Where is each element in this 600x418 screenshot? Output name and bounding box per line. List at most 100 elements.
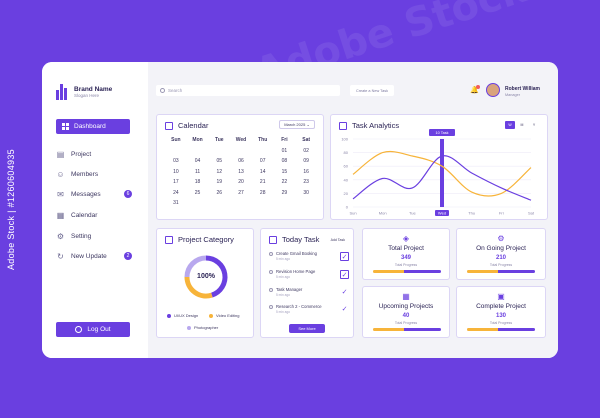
sidebar-item-label: Project: [71, 150, 92, 158]
weekday-label: Sat: [302, 137, 311, 143]
task-checkbox[interactable]: ✓: [340, 270, 349, 279]
calendar-day[interactable]: 30: [303, 189, 309, 196]
x-tick-label: Fri: [499, 211, 504, 216]
calendar-day[interactable]: 04: [194, 158, 201, 164]
calendar-day[interactable]: 15: [281, 168, 288, 175]
calendar-day[interactable]: 12: [216, 168, 223, 175]
sidebar-item-label: Setting: [71, 232, 92, 240]
logout-button[interactable]: Log Out: [56, 322, 130, 337]
add-task-button[interactable]: Add Task: [330, 238, 345, 242]
calendar-day[interactable]: 06: [238, 158, 244, 164]
calendar-day[interactable]: 13: [238, 168, 244, 175]
calendar-day[interactable]: 24: [173, 189, 179, 196]
calendar-day: [187, 148, 209, 154]
sidebar-item-members[interactable]: ☺ Members: [56, 168, 132, 180]
calendar-day[interactable]: 05: [216, 158, 223, 164]
calendar-day[interactable]: 21: [259, 179, 266, 185]
calendar-day[interactable]: 17: [173, 179, 179, 185]
analytics-title: Task Analytics: [339, 121, 399, 130]
sidebar-item-setting[interactable]: ⚙ Setting: [56, 230, 132, 242]
calendar-day[interactable]: 09: [303, 158, 309, 164]
sidebar-item-project[interactable]: ▤ Project: [56, 148, 132, 160]
calendar-day[interactable]: 31: [173, 200, 179, 206]
weekday-label: Mon: [192, 137, 203, 143]
sidebar: Brand Name Slogan Here Dashboard ▤ Proje…: [42, 62, 148, 358]
stat-title: On Going Project: [476, 245, 526, 252]
avatar[interactable]: [486, 83, 500, 97]
calendar-day[interactable]: 25: [194, 189, 201, 196]
calendar-day[interactable]: 10: [173, 168, 179, 175]
progress-bar: [373, 328, 441, 331]
calendar-day[interactable]: 02: [303, 147, 309, 154]
card-title-text: Task Analytics: [352, 121, 400, 130]
calendar-day[interactable]: 28: [259, 189, 266, 196]
y-tick-label: 40: [344, 177, 349, 182]
calendar-day[interactable]: 14: [259, 168, 266, 175]
y-tick-label: 60: [344, 164, 349, 169]
calendar-icon: ▦: [402, 292, 410, 301]
donut-slice-2: [184, 255, 207, 278]
calendar-day[interactable]: 27: [238, 189, 244, 196]
progress-bar: [467, 328, 535, 331]
power-icon: [75, 326, 83, 333]
legend-label: UI/UX Design: [174, 313, 199, 318]
calendar-day[interactable]: 18: [194, 179, 201, 185]
task-analytics-chart: 0 20 40 60 80 100 10 Task Sun Mon Tue Wed Thu Fri Sat: [341, 129, 535, 216]
calendar-day[interactable]: 23: [303, 179, 309, 185]
stat-value: 349: [400, 255, 411, 261]
tab-year[interactable]: Y: [532, 123, 536, 127]
messages-badge: 6: [124, 190, 132, 198]
sidebar-item-calendar[interactable]: ▦ Calendar: [56, 209, 132, 221]
stat-value: 130: [495, 313, 506, 319]
calendar-day[interactable]: 07: [259, 158, 266, 164]
calendar-day[interactable]: 19: [216, 179, 223, 185]
calendar-day[interactable]: 16: [303, 168, 309, 175]
task-checkbox[interactable]: ✓: [341, 289, 348, 296]
progress-fill-yellow: [467, 328, 498, 331]
bell-icon[interactable]: 🔔: [470, 85, 480, 94]
calendar-day[interactable]: 22: [281, 179, 288, 185]
task-radio: [269, 270, 273, 274]
create-task-button[interactable]: Create a New Task: [350, 85, 394, 96]
users-icon: ☺: [56, 169, 65, 179]
task-item[interactable]: Research 2 - Commerce 5 min ago ✓: [269, 304, 349, 316]
task-checkbox[interactable]: ✓: [341, 306, 348, 313]
task-analytics-card: Task Analytics W M Y 0 20 40 60 80 100 10 Task…: [330, 114, 548, 220]
logout-label: Log Out: [87, 326, 111, 333]
search-placeholder: Search: [168, 88, 183, 93]
sidebar-item-new-update[interactable]: ↻ New Update 2: [56, 250, 132, 262]
progress-bar: [467, 270, 535, 273]
card-title-text: Today Task: [282, 235, 320, 244]
calendar-day[interactable]: 20: [238, 179, 244, 185]
month-select[interactable]: March 2025 ⌄: [279, 120, 315, 129]
sidebar-item-dashboard[interactable]: Dashboard: [56, 119, 130, 134]
see-more-button[interactable]: See More: [289, 324, 325, 333]
task-checkbox[interactable]: ✓: [340, 252, 349, 261]
calendar-day[interactable]: 11: [194, 168, 201, 175]
task-time: 5 min ago: [276, 310, 290, 314]
tab-week[interactable]: W: [505, 121, 515, 129]
task-item[interactable]: Revision Home Page 5 min ago ✓: [269, 269, 349, 281]
task-item[interactable]: Task Manager 5 min ago ✓: [269, 287, 349, 299]
legend-uiux: UI/UX Design: [167, 313, 198, 318]
search-input[interactable]: Search: [156, 85, 340, 96]
task-time: 5 min ago: [276, 275, 290, 279]
calendar-day[interactable]: 03: [173, 158, 179, 164]
progress-fill-purple: [403, 270, 441, 273]
calendar-day[interactable]: 26: [216, 189, 223, 196]
legend-label: Video Editing: [216, 313, 240, 318]
sidebar-item-label: Dashboard: [74, 123, 106, 130]
calendar-icon: ▦: [56, 210, 65, 220]
weekday-label: Wed: [235, 137, 247, 143]
calendar-day[interactable]: 01: [281, 147, 288, 154]
progress-fill-yellow: [467, 270, 498, 273]
calendar-day[interactable]: 29: [281, 189, 288, 196]
tab-month[interactable]: M: [520, 123, 524, 127]
task-item[interactable]: Create Gmail Booking 5 min ago ✓: [269, 251, 349, 263]
sidebar-item-messages[interactable]: ✉ Messages 6: [56, 188, 132, 200]
main-content: Search Create a New Task 🔔 Robert Willia…: [148, 62, 558, 358]
calendar-day[interactable]: 08: [281, 158, 288, 164]
sidebar-item-label: Calendar: [71, 211, 98, 219]
stat-card-total: ◈ Total Project 349 Total Progress: [362, 228, 450, 280]
today-task-card: Today Task Add Task Create Gmail Booking…: [260, 228, 354, 338]
